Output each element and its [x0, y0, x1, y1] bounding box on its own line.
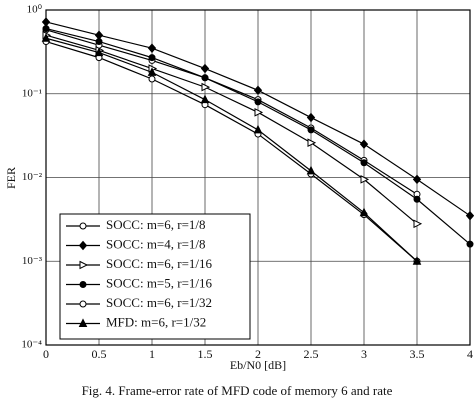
x-tick-label: 0.5 [92, 347, 107, 361]
marker [306, 165, 316, 175]
marker [200, 94, 210, 104]
marker [201, 82, 211, 92]
marker [42, 25, 50, 33]
marker [200, 63, 210, 74]
legend-label: SOCC: m=6, r=1/16 [106, 256, 213, 271]
marker [94, 47, 104, 57]
legend-label: SOCC: m=6, r=1/8 [106, 217, 206, 232]
marker [41, 33, 51, 42]
plot-frame [45, 9, 471, 346]
marker [359, 139, 369, 149]
marker [360, 175, 370, 184]
series-line [45, 34, 418, 225]
x-tick-label: 0 [43, 347, 49, 361]
marker [147, 67, 157, 76]
marker [307, 126, 315, 134]
x-tick-label: 2 [255, 347, 261, 361]
marker [94, 30, 104, 40]
marker [148, 54, 156, 62]
legend-label: SOCC: m=6, r=1/32 [106, 295, 212, 310]
marker [413, 195, 421, 203]
marker [148, 75, 156, 83]
series-line [45, 29, 418, 195]
x-tick-label: 3 [361, 347, 367, 361]
caption: Fig. 4. Frame-error rate of MFD code of … [82, 383, 393, 398]
marker [78, 318, 88, 327]
marker [201, 74, 209, 82]
marker [254, 98, 262, 106]
marker [306, 112, 316, 123]
legend-label: MFD: m=6, r=1/32 [106, 314, 206, 329]
marker [79, 260, 89, 270]
series-line [45, 37, 418, 262]
x-tick-label: 4 [467, 347, 473, 361]
x-tick-label: 2.5 [304, 347, 319, 361]
series-line [45, 40, 418, 262]
marker [41, 17, 51, 27]
marker [254, 108, 264, 117]
marker [413, 219, 423, 229]
y-tick-label: 10⁰ [27, 4, 43, 16]
marker [359, 207, 369, 217]
legend-box [59, 213, 251, 340]
marker [79, 222, 87, 230]
x-tick-label: 3.5 [410, 347, 425, 361]
marker [79, 300, 87, 308]
x-tick-label: 1.5 [198, 347, 213, 361]
y-tick-label: 10⁻¹ [22, 87, 42, 99]
marker [78, 240, 88, 251]
marker [307, 138, 317, 148]
x-tick-label: 1 [149, 347, 155, 361]
marker [253, 85, 263, 96]
y-axis-label: FER [4, 167, 18, 189]
legend-label: SOCC: m=5, r=1/16 [106, 275, 213, 290]
marker [95, 38, 103, 46]
y-tick-label: 10⁻² [22, 171, 43, 183]
x-axis-label: Eb/N0 [dB] [230, 358, 286, 372]
legend-label: SOCC: m=4, r=1/8 [106, 236, 206, 251]
y-tick-label: 10⁻³ [22, 255, 43, 267]
marker [466, 240, 474, 248]
marker [412, 256, 422, 265]
marker [79, 281, 87, 288]
marker [412, 174, 422, 185]
y-tick-label: 10⁻⁴ [21, 339, 42, 351]
marker [465, 210, 474, 221]
marker [253, 124, 263, 134]
marker [147, 43, 157, 53]
marker [360, 159, 368, 167]
